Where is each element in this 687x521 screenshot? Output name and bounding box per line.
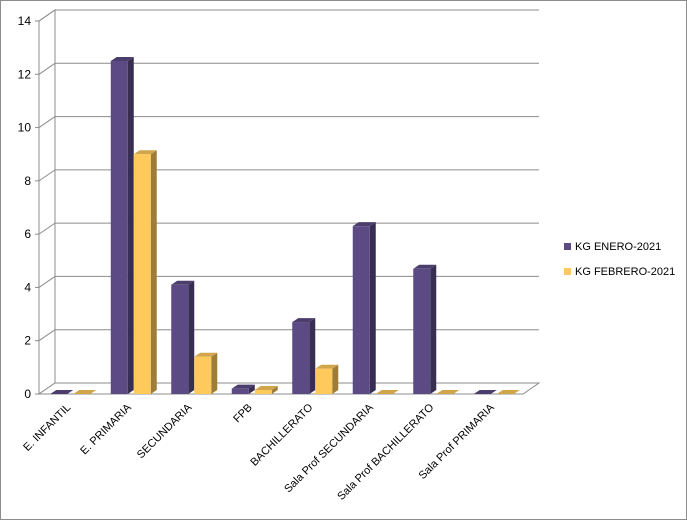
gridline-diag — [38, 169, 56, 182]
gridline-diag — [38, 9, 56, 22]
x-tick-label: Sala Prof BACHILLERATO — [335, 401, 436, 502]
legend-entry: KG FEBRERO-2021 — [564, 266, 675, 278]
x-tick-label: SECUNDARIA — [135, 401, 195, 461]
gridline-diag — [38, 116, 56, 128]
x-tick-label: E. PRIMARIA — [78, 401, 134, 457]
bar — [413, 264, 437, 394]
bar — [352, 222, 376, 394]
bars — [50, 56, 520, 394]
legend-swatch — [564, 268, 571, 275]
y-tick-label: 2 — [24, 334, 31, 348]
gridline-diag — [38, 62, 56, 75]
y-axis-ticks: 0 2 4 6 8 10 12 14 — [18, 14, 40, 401]
legend: KG ENERO-2021 KG FEBRERO-2021 — [564, 241, 675, 278]
y-tick-label: 0 — [24, 387, 31, 401]
gridline-diag — [38, 329, 56, 342]
bar — [315, 364, 339, 394]
bar — [171, 280, 195, 394]
y-tick-label: 10 — [18, 121, 32, 135]
bar — [231, 384, 255, 394]
x-tick-label: BACHILLERATO — [248, 401, 315, 468]
bar — [50, 390, 74, 394]
y-tick-label: 6 — [24, 227, 31, 241]
bar — [194, 352, 218, 394]
gridline-diag — [38, 276, 56, 288]
bar — [292, 318, 316, 394]
side-wall — [38, 9, 56, 395]
legend-swatch — [564, 243, 571, 250]
bar — [73, 390, 97, 394]
bar — [496, 390, 520, 394]
y-tick-label: 8 — [24, 174, 31, 188]
gridline-diag — [38, 222, 56, 235]
y-tick-label: 14 — [18, 14, 32, 28]
y-tick-label: 4 — [24, 280, 31, 294]
x-tick-label: FPB — [231, 402, 255, 426]
x-axis-labels: E. INFANTIL E. PRIMARIA SECUNDARIA FPBBACHI… — [21, 401, 497, 503]
y-tick-label: 12 — [18, 67, 32, 81]
legend-label: KG ENERO-2021 — [575, 241, 661, 253]
bar — [254, 386, 278, 394]
bar — [375, 390, 399, 394]
bar — [133, 150, 157, 394]
bar — [110, 56, 134, 394]
bar — [473, 390, 497, 394]
bar — [436, 390, 460, 394]
legend-entry: KG ENERO-2021 — [564, 241, 661, 253]
x-tick-label: E. INFANTIL — [21, 402, 73, 454]
legend-label: KG FEBRERO-2021 — [575, 266, 675, 278]
